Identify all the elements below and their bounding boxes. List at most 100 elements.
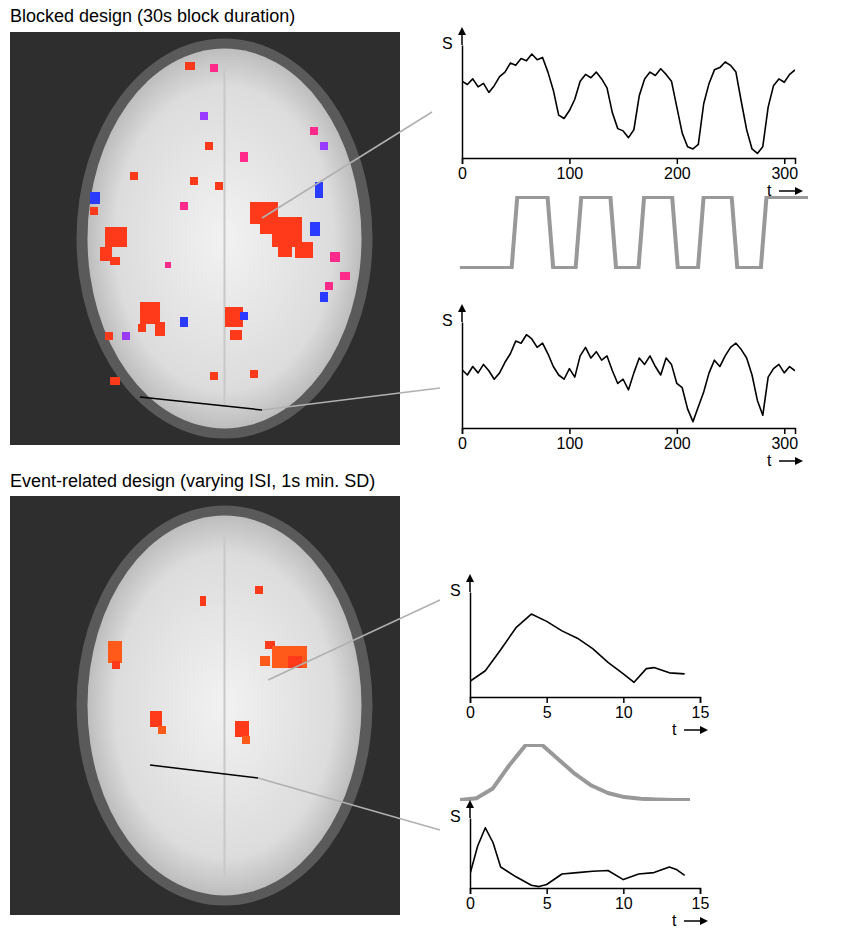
activation-voxel <box>150 711 162 727</box>
x-tick-label: 10 <box>615 704 633 721</box>
x-tick: 100 <box>557 158 584 182</box>
x-tick-label: 0 <box>458 165 467 182</box>
x-axis: 0100200300 <box>458 158 798 182</box>
x-tick: 5 <box>543 697 552 721</box>
activation-voxel <box>255 586 263 594</box>
x-tick: 0 <box>466 697 475 721</box>
x-tick: 300 <box>771 428 798 452</box>
x-tick-mark <box>623 697 625 703</box>
activation-voxel <box>215 182 223 190</box>
x-tick-mark <box>677 428 679 434</box>
x-tick-label: 200 <box>664 165 691 182</box>
model-curve <box>460 197 808 268</box>
activation-voxel <box>165 262 171 268</box>
activation-voxel <box>130 172 138 180</box>
x-tick-label: 0 <box>458 435 467 452</box>
panel-title: Event-related design (varying ISI, 1s mi… <box>10 471 375 491</box>
activation-voxel <box>240 312 248 320</box>
y-axis <box>462 323 463 429</box>
activation-voxel <box>260 656 270 666</box>
leader-line <box>258 778 440 830</box>
x-tick: 10 <box>615 888 633 912</box>
activation-voxel <box>155 322 165 336</box>
x-axis: 051015 <box>466 888 709 912</box>
y-axis-line <box>462 323 464 429</box>
x-axis-title: t <box>672 912 677 929</box>
x-axis-title: t <box>672 721 677 738</box>
activation-voxel <box>230 330 242 340</box>
activation-voxel <box>185 62 195 70</box>
brain <box>88 516 362 896</box>
activation-voxel <box>310 222 320 236</box>
activation-voxel <box>210 372 218 380</box>
leader-line <box>268 600 440 680</box>
x-tick-label: 0 <box>466 704 475 721</box>
x-tick: 10 <box>615 697 633 721</box>
x-tick-mark <box>623 888 625 894</box>
activation-voxel <box>288 656 302 668</box>
activation-voxel <box>235 721 249 737</box>
signal-line <box>470 828 685 887</box>
x-tick-label: 15 <box>692 704 710 721</box>
plot-area <box>462 335 795 422</box>
x-tick-label: 100 <box>557 435 584 452</box>
x-axis-line <box>471 889 701 895</box>
activation-voxel <box>200 596 206 606</box>
x-axis-line <box>463 159 796 165</box>
chart: 0100200300St <box>442 304 803 469</box>
activation-voxel <box>90 207 98 215</box>
x-tick-mark <box>569 428 571 434</box>
skull <box>77 506 373 906</box>
x-tick-mark <box>569 158 571 164</box>
activation-voxel <box>240 152 248 162</box>
activation-voxel <box>205 142 213 150</box>
y-arrowhead <box>466 574 474 582</box>
x-tick-mark <box>700 888 702 894</box>
x-tick: 0 <box>458 158 467 182</box>
x-arrow <box>684 920 702 922</box>
x-tick: 200 <box>664 428 691 452</box>
activation-voxel <box>340 272 350 280</box>
activation-voxel <box>190 177 198 185</box>
x-tick-mark <box>546 697 548 703</box>
signal-line <box>462 54 795 153</box>
y-axis-title: S <box>442 35 453 52</box>
x-tick-mark <box>470 888 472 894</box>
activation-voxel <box>310 127 318 135</box>
y-axis-line <box>462 46 464 159</box>
brain-image <box>10 32 400 445</box>
y-arrowhead <box>466 800 474 808</box>
x-tick-mark <box>462 158 464 164</box>
leader-line <box>150 765 258 778</box>
brain-image <box>10 496 400 915</box>
skull <box>77 39 373 439</box>
signal-line <box>470 614 685 682</box>
chart: 0100200300St <box>442 27 803 199</box>
x-tick: 100 <box>557 428 584 452</box>
leader-line <box>262 388 440 410</box>
y-axis <box>470 819 471 889</box>
x-tick-label: 15 <box>692 895 710 912</box>
y-axis-title: S <box>442 312 453 329</box>
x-arrowhead <box>795 187 803 195</box>
midline <box>224 69 226 409</box>
x-tick: 15 <box>692 888 710 912</box>
y-axis-title: S <box>450 582 461 599</box>
chart <box>460 745 690 800</box>
activation-voxel <box>138 324 146 332</box>
x-tick-label: 200 <box>664 435 691 452</box>
x-tick: 200 <box>664 158 691 182</box>
x-arrowhead <box>700 917 708 925</box>
x-tick-label: 0 <box>466 895 475 912</box>
x-tick-mark <box>470 697 472 703</box>
activation-voxel <box>108 641 122 663</box>
x-tick-label: 300 <box>771 435 798 452</box>
x-tick-mark <box>784 428 786 434</box>
y-axis <box>462 46 463 159</box>
activation-voxel <box>105 332 113 340</box>
x-tick-mark <box>546 888 548 894</box>
x-tick-label: 100 <box>557 165 584 182</box>
image-background <box>10 496 400 915</box>
x-tick-mark <box>462 428 464 434</box>
y-axis-line <box>470 819 472 889</box>
